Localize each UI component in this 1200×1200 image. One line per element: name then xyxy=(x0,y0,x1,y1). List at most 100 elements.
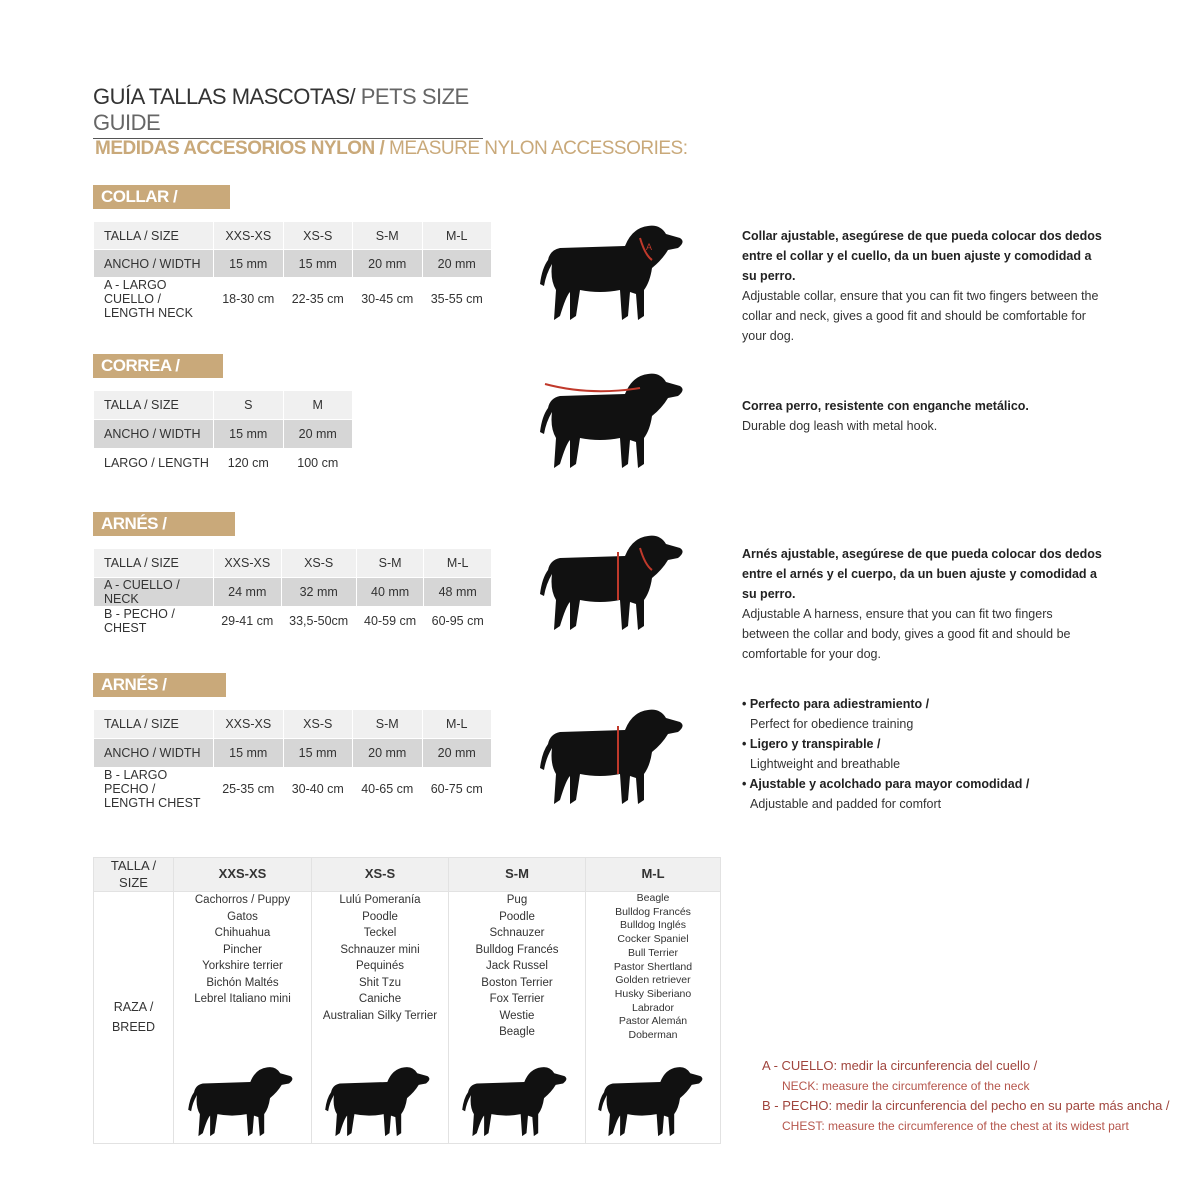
breed-item: Chihuahua xyxy=(214,927,271,939)
breed-list: Pug Poodle Schnauzer Bulldog Francés Jack Ru… xyxy=(448,891,586,1144)
breed-item: Bulldog Inglés xyxy=(620,919,686,932)
table-row: TALLA / SIZE S M xyxy=(93,390,353,420)
breed-item: Labrador xyxy=(631,1001,675,1014)
doberman-icon xyxy=(598,1066,703,1136)
breed-item: Schnauzer mini xyxy=(340,943,420,956)
dachshund-icon xyxy=(325,1066,430,1136)
table-row: B - LARGO PECHO / LENGTH CHEST 25-35 cm 30… xyxy=(93,767,492,811)
table-row: ANCHO / WIDTH 15 mm 15 mm 20 mm 20 mm xyxy=(93,738,492,768)
table-cell: S-M xyxy=(355,548,425,578)
measurement-legend: A - CUELLO: medir la circunferencia del … xyxy=(762,1058,1170,1133)
breed-item: Beagle xyxy=(499,1026,535,1038)
table-cell: 30-45 cm xyxy=(352,277,423,321)
breed-item: Poodle xyxy=(499,910,535,923)
table-cell: XS-S xyxy=(280,548,357,578)
collar-description: Collar ajustable, asegúrese de que pueda… xyxy=(742,229,1102,343)
table-cell: 33,5-50cm xyxy=(280,606,357,636)
table-row: ANCHO / WIDTH 15 mm 15 mm 20 mm 20 mm xyxy=(93,249,492,278)
breed-item: Bulldog Francés xyxy=(475,943,559,956)
table-cell: XS-S xyxy=(282,709,353,739)
harness-description: Arnés ajustable, asegúrese de que pueda … xyxy=(742,547,1102,661)
breed-item: Westie xyxy=(499,1009,535,1022)
breed-item: Doberman xyxy=(628,1029,678,1042)
harness-label: ARNÉS / HARNESS xyxy=(93,512,235,553)
breed-item: Caniche xyxy=(358,993,402,1005)
table-row: A - LARGO CUELLO / LENGTH NECK 18-30 cm 22… xyxy=(93,277,492,321)
breed-size-table: TALLA / SIZE XXS-XS XS-S S-M M-L RAZA / BREE… xyxy=(93,857,721,1144)
breed-item: Beagle xyxy=(636,892,670,904)
svg-text:A: A xyxy=(646,242,652,252)
table-cell: M xyxy=(282,390,353,420)
table-row: TALLA / SIZE XXS-XS XS-S S-M M-L xyxy=(93,548,492,578)
table-cell: 29-41 cm xyxy=(213,606,282,636)
row-header: TALLA / SIZE xyxy=(93,221,214,250)
breed-item: Jack Russel xyxy=(486,960,548,972)
row-header: B - PECHO / CHEST xyxy=(93,606,214,636)
table-cell: S-M xyxy=(352,221,423,250)
table-cell: 48 mm xyxy=(423,577,492,607)
table-cell: 35-55 cm xyxy=(421,277,492,321)
table-cell: M-L xyxy=(421,709,492,739)
table-cell: 30-40 cm xyxy=(282,767,353,811)
page-title: GUÍA TALLAS MASCOTAS/ PETS SIZE GUIDE xyxy=(93,84,483,139)
table-cell: 40 mm xyxy=(355,577,425,607)
breed-list: Beagle Bulldog Francés Bulldog Inglés Cocke… xyxy=(585,891,721,1144)
feature-item: • Ligero y transpirable / Lightweight and… xyxy=(742,737,901,771)
table-cell: 20 mm xyxy=(421,738,492,768)
breed-item: Cocker Spaniel xyxy=(617,933,689,946)
feature-item: • Ajustable y acolchado para mayor comod… xyxy=(742,777,1030,811)
table-cell: 20 mm xyxy=(421,249,492,278)
row-header: ANCHO / WIDTH xyxy=(93,249,214,278)
breed-item: Boston Terrier xyxy=(481,976,553,989)
breed-item: Gatos xyxy=(227,910,258,923)
table-cell: XXS-XS xyxy=(213,709,284,739)
cat-and-chihuahua-icon xyxy=(187,1066,292,1136)
breed-item: Pincher xyxy=(223,943,262,956)
breed-item: Lebrel Italiano mini xyxy=(194,993,291,1005)
table-cell: 100 cm xyxy=(282,448,353,478)
table-cell: 40-59 cm xyxy=(355,606,425,636)
table-cell: 40-65 cm xyxy=(352,767,423,811)
breed-item: Poodle xyxy=(362,910,398,923)
table-cell: 15 mm xyxy=(213,738,284,768)
leash-description: Correa perro, resistente con enganche me… xyxy=(742,399,1029,433)
dog-petral-icon xyxy=(540,709,683,804)
table-cell: 60-75 cm xyxy=(421,767,492,811)
table-cell: 25-35 cm xyxy=(213,767,284,811)
table-cell: M-L xyxy=(423,548,492,578)
collar-label: COLLAR / COLLAR xyxy=(93,185,230,226)
table-cell: 32 mm xyxy=(280,577,357,607)
row-header: ANCHO / WIDTH xyxy=(93,419,214,449)
breed-item: Cachorros / Puppy xyxy=(194,894,291,906)
breed-item: Husky Siberiano xyxy=(614,987,692,1000)
breed-item: Bull Terrier xyxy=(628,946,678,959)
petral-features: • Perfecto para adiestramiento / Perfect … xyxy=(742,694,1102,814)
breed-item: Bulldog Francés xyxy=(615,905,691,918)
table-cell: XS-S xyxy=(282,221,353,250)
row-header: LARGO / LENGTH xyxy=(93,448,214,478)
table-cell: 20 mm xyxy=(282,419,353,449)
breed-item: Australian Silky Terrier xyxy=(322,1009,438,1022)
table-row: ANCHO / WIDTH 15 mm 20 mm xyxy=(93,419,353,449)
breed-item: Bichón Maltés xyxy=(206,976,279,989)
table-cell: 18-30 cm xyxy=(213,277,284,321)
table-row: TALLA / SIZE XXS-XS XS-S S-M M-L xyxy=(93,709,492,739)
table-row: LARGO / LENGTH 120 cm 100 cm xyxy=(93,448,353,478)
table-cell: XXS-XS xyxy=(213,221,284,250)
row-header: A - CUELLO / NECK xyxy=(93,577,214,607)
table-cell: 20 mm xyxy=(352,249,423,278)
breed-item: Shit Tzu xyxy=(359,976,401,989)
table-row: A - CUELLO / NECK 24 mm 32 mm 40 mm 48 mm xyxy=(93,577,492,607)
table-cell: 15 mm xyxy=(282,738,353,768)
schnauzer-icon xyxy=(462,1066,567,1136)
table-cell: XXS-XS xyxy=(213,548,282,578)
collar-size-table: TALLA / SIZE XXS-XS XS-S S-M M-L ANCHO / WIDT… xyxy=(93,221,492,321)
table-cell: 15 mm xyxy=(282,249,353,278)
breed-item: Teckel xyxy=(363,927,397,939)
table-cell: S xyxy=(213,390,284,420)
table-cell: 20 mm xyxy=(352,738,423,768)
row-header: TALLA / SIZE xyxy=(93,548,214,578)
leash-size-table: TALLA / SIZE S M ANCHO / WIDTH 15 mm 20 mm LAR… xyxy=(93,390,353,478)
feature-item: • Perfecto para adiestramiento / Perfect … xyxy=(742,697,930,731)
breed-list: Lulú Pomeranía Poodle Teckel Schnauzer mini… xyxy=(311,891,449,1144)
